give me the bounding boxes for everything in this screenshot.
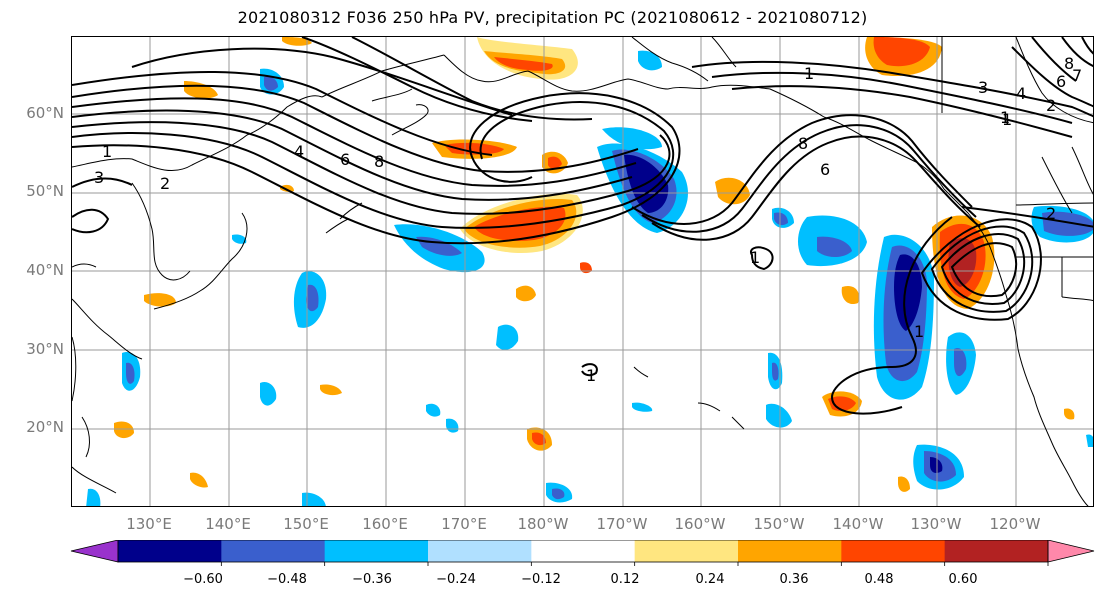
lon-label-180w: 180°W xyxy=(517,515,569,533)
colorbar-outline xyxy=(117,540,1049,563)
map-canvas: 1 3 2 4 6 8 1 8 6 1 1 1 1 3 4 6 7 8 2 2 … xyxy=(72,37,1093,506)
colorbar-extend-high xyxy=(1047,540,1095,563)
pv-label: 8 xyxy=(374,152,384,171)
lon-label-160e: 160°E xyxy=(362,515,408,533)
lon-label-170e: 170°E xyxy=(441,515,487,533)
lat-label-30n: 30°N xyxy=(26,340,64,358)
lon-label-120w: 120°W xyxy=(989,515,1041,533)
colorbar-segment xyxy=(324,540,429,562)
colorbar xyxy=(70,540,1095,566)
colorbar-segment xyxy=(118,540,222,562)
coastlines xyxy=(72,37,1093,506)
lat-label-40n: 40°N xyxy=(26,261,64,279)
pv-label: 2 xyxy=(1046,204,1056,223)
colorbar-tick-label: 0.60 xyxy=(948,572,978,587)
pv-label: 1 xyxy=(102,142,112,161)
pv-label: 6 xyxy=(1056,72,1066,91)
colorbar-tick-label: 0.36 xyxy=(779,572,809,587)
pv-label: 1 xyxy=(1000,108,1010,127)
pv-label: 1 xyxy=(804,64,814,83)
lon-label-150e: 150°E xyxy=(283,515,329,533)
lon-label-160w: 160°W xyxy=(674,515,726,533)
pv-label: 3 xyxy=(978,78,988,97)
colorbar-tick-label: 0.12 xyxy=(610,572,640,587)
graticule xyxy=(72,37,1093,506)
pv-label: 4 xyxy=(294,142,304,161)
lon-label-150w: 150°W xyxy=(753,515,805,533)
lon-label-140w: 140°W xyxy=(832,515,884,533)
pv-label: 1 xyxy=(586,366,596,385)
colorbar-tick-label: −0.60 xyxy=(183,572,223,587)
colorbar-segment xyxy=(531,540,636,562)
lat-label-50n: 50°N xyxy=(26,182,64,200)
pv-label: 1 xyxy=(914,322,924,341)
pv-contour-labels: 1 3 2 4 6 8 1 8 6 1 1 1 1 3 4 6 7 8 2 2 … xyxy=(94,54,1082,385)
colorbar-segments xyxy=(70,540,1095,566)
lat-label-60n: 60°N xyxy=(26,104,64,122)
pv-label: 2 xyxy=(160,174,170,193)
pv-label: 3 xyxy=(94,168,104,187)
pv-label: 7 xyxy=(1072,66,1082,85)
pv-label: 6 xyxy=(820,160,830,179)
lon-label-170w: 170°W xyxy=(596,515,648,533)
lon-label-130w: 130°W xyxy=(910,515,962,533)
colorbar-tick-label: −0.48 xyxy=(267,572,307,587)
colorbar-tick-label: 0.48 xyxy=(864,572,894,587)
pv-label: 1 xyxy=(750,248,760,267)
colorbar-segment xyxy=(738,540,842,562)
lat-label-20n: 20°N xyxy=(26,418,64,436)
colorbar-tick-label: −0.12 xyxy=(521,572,561,587)
pv-label: 8 xyxy=(1064,54,1074,73)
colorbar-segment xyxy=(428,540,532,562)
colorbar-segment xyxy=(634,540,739,562)
colorbar-segment xyxy=(841,540,946,562)
colorbar-segment xyxy=(221,540,326,562)
colorbar-tick-label: −0.24 xyxy=(436,572,476,587)
map-panel: 1 3 2 4 6 8 1 8 6 1 1 1 1 3 4 6 7 8 2 2 … xyxy=(71,36,1094,507)
colorbar-segment xyxy=(944,540,1049,562)
pv-label: 4 xyxy=(1016,84,1026,103)
pv-label: 8 xyxy=(798,134,808,153)
pv-label: 6 xyxy=(340,150,350,169)
map-title: 2021080312 F036 250 hPa PV, precipitatio… xyxy=(237,8,868,27)
pv-label: 1 xyxy=(1002,110,1012,129)
lon-label-140e: 140°E xyxy=(205,515,251,533)
pv-contours xyxy=(72,37,1093,415)
colorbar-tick-label: 0.24 xyxy=(695,572,725,587)
lon-label-130e: 130°E xyxy=(126,515,172,533)
colorbar-tick-label: −0.36 xyxy=(352,572,392,587)
precip-negative-shading xyxy=(86,50,1093,506)
colorbar-extend-low xyxy=(70,540,119,563)
pv-label: 2 xyxy=(1046,96,1056,115)
